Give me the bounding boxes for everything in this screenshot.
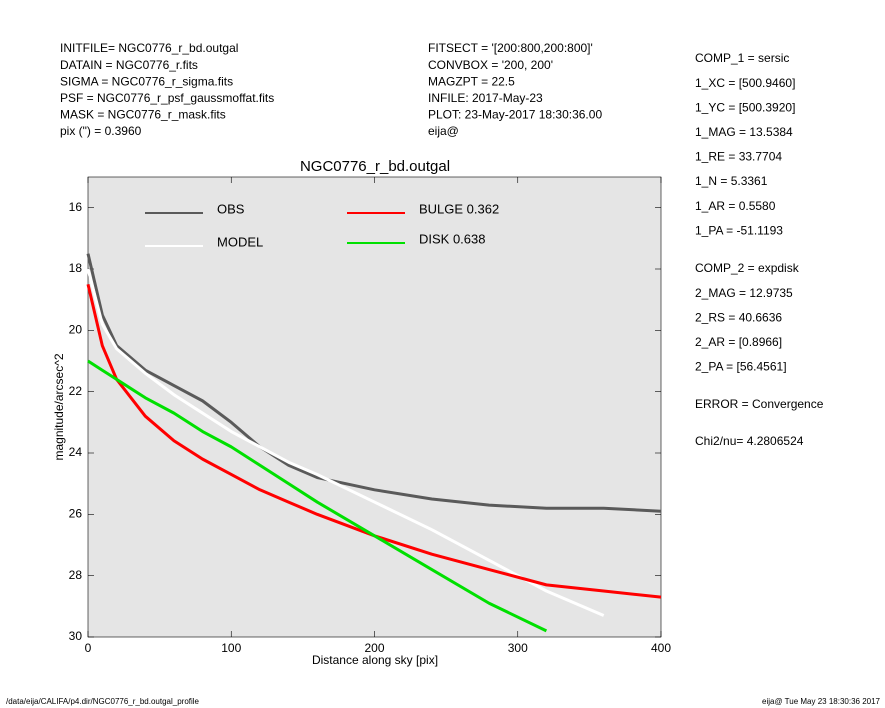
param-line: 1_N = 5.3361 bbox=[695, 174, 768, 188]
header-line: PLOT: 23-May-2017 18:30:36.00 bbox=[428, 108, 602, 122]
legend-label: BULGE 0.362 bbox=[419, 201, 499, 216]
y-tick-label: 26 bbox=[69, 507, 83, 521]
y-tick-label: 16 bbox=[69, 200, 83, 214]
x-tick-label: 400 bbox=[651, 641, 671, 655]
param-line: COMP_2 = expdisk bbox=[695, 261, 800, 275]
footer-stamp: eija@ Tue May 23 18:30:36 2017 bbox=[762, 697, 881, 706]
x-tick-label: 200 bbox=[364, 641, 384, 655]
param-line: 1_MAG = 13.5384 bbox=[695, 125, 793, 139]
param-line: 2_RS = 40.6636 bbox=[695, 310, 782, 324]
header-line: FITSECT = '[200:800,200:800]' bbox=[428, 41, 593, 55]
legend-label: OBS bbox=[217, 201, 245, 216]
chart-title: NGC0776_r_bd.outgal bbox=[300, 158, 450, 175]
param-line: 2_PA = [56.4561] bbox=[695, 360, 787, 374]
param-line: 1_RE = 33.7704 bbox=[695, 150, 782, 164]
x-tick-label: 100 bbox=[221, 641, 241, 655]
y-tick-label: 22 bbox=[69, 384, 83, 398]
header-line: MAGZPT = 22.5 bbox=[428, 74, 515, 88]
series-line bbox=[86, 268, 605, 617]
legend-label: DISK 0.638 bbox=[419, 231, 486, 246]
y-tick-label: 30 bbox=[69, 629, 83, 643]
param-line: 1_AR = 0.5580 bbox=[695, 199, 776, 213]
series-line bbox=[86, 283, 662, 599]
param-line: 2_AR = [0.8966] bbox=[695, 335, 782, 349]
y-tick-label: 18 bbox=[69, 261, 83, 275]
param-line: Chi2/nu= 4.2806524 bbox=[695, 434, 804, 448]
x-axis-label: Distance along sky [pix] bbox=[312, 653, 438, 667]
y-axis-label: magnitude/arcsec^2 bbox=[52, 353, 66, 460]
header-line: PSF = NGC0776_r_psf_gaussmoffat.fits bbox=[60, 91, 274, 105]
y-tick-label: 24 bbox=[69, 445, 83, 459]
param-line: ERROR = Convergence bbox=[695, 397, 824, 411]
param-line: 1_PA = -51.1193 bbox=[695, 223, 783, 237]
y-tick-label: 28 bbox=[69, 568, 83, 582]
param-line: 1_XC = [500.9460] bbox=[695, 76, 795, 90]
header-line: CONVBOX = '200, 200' bbox=[428, 58, 553, 72]
header-line: INITFILE= NGC0776_r_bd.outgal bbox=[60, 41, 238, 55]
x-tick-label: 300 bbox=[508, 641, 528, 655]
param-line: 2_MAG = 12.9735 bbox=[695, 286, 793, 300]
header-line: SIGMA = NGC0776_r_sigma.fits bbox=[60, 74, 233, 88]
x-tick-label: 0 bbox=[85, 641, 92, 655]
series-line bbox=[87, 359, 548, 633]
header-line: eija@ bbox=[428, 124, 459, 138]
header-line: pix (") = 0.3960 bbox=[60, 124, 142, 138]
footer-path: /data/eija/CALIFA/p4.dir/NGC0776_r_bd.ou… bbox=[6, 697, 200, 706]
header-line: DATAIN = NGC0776_r.fits bbox=[60, 58, 198, 72]
y-tick-label: 20 bbox=[69, 323, 83, 337]
header-line: INFILE: 2017-May-23 bbox=[428, 91, 543, 105]
header-line: MASK = NGC0776_r_mask.fits bbox=[60, 108, 226, 122]
legend-label: MODEL bbox=[217, 234, 263, 249]
param-line: COMP_1 = sersic bbox=[695, 51, 789, 65]
plot-area bbox=[87, 176, 662, 638]
param-line: 1_YC = [500.3920] bbox=[695, 100, 795, 114]
